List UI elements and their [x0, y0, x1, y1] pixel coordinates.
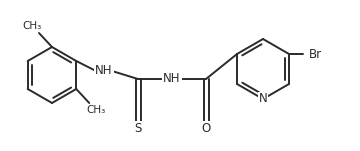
- Text: N: N: [258, 93, 267, 106]
- Text: NH: NH: [163, 72, 181, 85]
- Text: CH₃: CH₃: [22, 21, 42, 31]
- Text: CH₃: CH₃: [87, 105, 106, 115]
- Text: Br: Br: [309, 48, 321, 61]
- Text: O: O: [201, 122, 211, 135]
- Text: NH: NH: [95, 64, 113, 77]
- Text: S: S: [134, 122, 142, 135]
